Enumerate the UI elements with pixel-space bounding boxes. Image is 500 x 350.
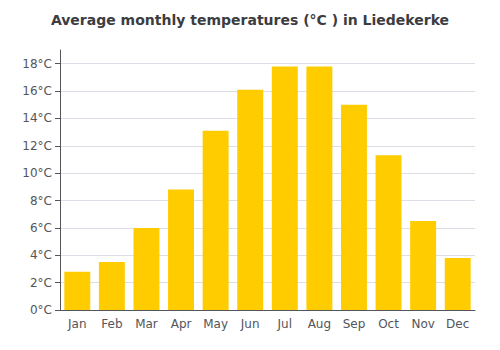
svg-text:0°C: 0°C [30, 303, 52, 317]
svg-text:Jun: Jun [240, 317, 260, 331]
svg-text:Nov: Nov [411, 317, 434, 331]
svg-text:Apr: Apr [171, 317, 192, 331]
svg-text:Jul: Jul [277, 317, 292, 331]
svg-text:6°C: 6°C [30, 221, 52, 235]
svg-text:Oct: Oct [378, 317, 399, 331]
svg-text:18°C: 18°C [22, 57, 52, 71]
svg-text:12°C: 12°C [22, 139, 52, 153]
svg-text:4°C: 4°C [30, 248, 52, 262]
svg-text:14°C: 14°C [22, 111, 52, 125]
svg-text:Feb: Feb [101, 317, 122, 331]
svg-text:Aug: Aug [308, 317, 331, 331]
svg-text:2°C: 2°C [30, 276, 52, 290]
svg-text:8°C: 8°C [30, 194, 52, 208]
svg-text:May: May [203, 317, 228, 331]
svg-text:16°C: 16°C [22, 84, 52, 98]
svg-text:10°C: 10°C [22, 166, 52, 180]
svg-text:Sep: Sep [343, 317, 366, 331]
svg-text:Average monthly temperatures (: Average monthly temperatures (°C ) in Li… [51, 12, 449, 28]
svg-text:Dec: Dec [446, 317, 469, 331]
svg-text:Jan: Jan [67, 317, 87, 331]
svg-text:Mar: Mar [135, 317, 158, 331]
